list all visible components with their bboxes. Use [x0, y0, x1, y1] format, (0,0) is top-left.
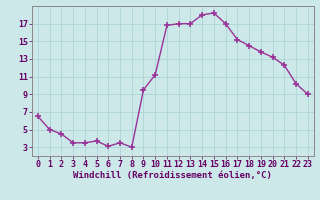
X-axis label: Windchill (Refroidissement éolien,°C): Windchill (Refroidissement éolien,°C) — [73, 171, 272, 180]
